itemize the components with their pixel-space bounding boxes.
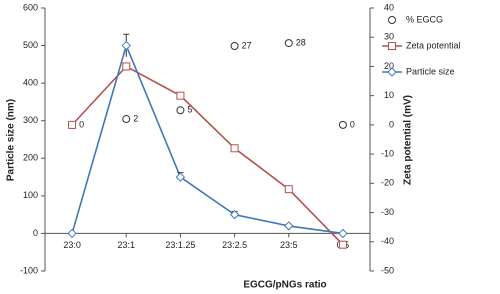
- x-tick-label: 23:1: [117, 240, 135, 250]
- y-axis-title: Particle size (nm): [6, 99, 17, 181]
- marker: [229, 209, 240, 220]
- data-label: 2: [133, 113, 138, 123]
- y2-tick-label: -10: [381, 148, 394, 158]
- legend-label: Particle size: [406, 66, 455, 76]
- series-line: [71, 43, 344, 235]
- y-tick-label: -100: [20, 265, 38, 275]
- marker: [230, 41, 239, 50]
- y-tick-label: 200: [23, 153, 38, 163]
- y2-tick-label: -30: [381, 207, 394, 217]
- y2-tick-label: -50: [381, 265, 394, 275]
- y2-axis-title: Zeta potential (mV): [403, 95, 414, 185]
- marker: [230, 144, 239, 153]
- y2-tick-label: 40: [384, 2, 394, 12]
- y2-tick-label: 0: [389, 119, 394, 129]
- marker: [67, 228, 77, 239]
- marker: [176, 106, 185, 115]
- data-label: 0: [350, 119, 355, 129]
- legend-marker: [388, 16, 396, 24]
- data-label: 28: [296, 37, 306, 47]
- marker: [338, 240, 347, 249]
- legend-marker: [388, 42, 396, 50]
- marker: [284, 221, 294, 231]
- data-label: 27: [242, 40, 252, 50]
- legend-label: % EGCG: [406, 14, 443, 24]
- marker: [284, 39, 293, 48]
- data-label: 5: [187, 105, 192, 115]
- marker: [284, 185, 293, 194]
- y-tick-label: 600: [23, 2, 38, 12]
- x-tick-label: 23:1.25: [165, 240, 195, 250]
- y2-tick-label: -20: [381, 178, 394, 188]
- y2-tick-label: -40: [381, 236, 394, 246]
- y-tick-label: 300: [23, 115, 38, 125]
- y2-tick-label: 20: [384, 61, 394, 71]
- y-tick-label: 100: [23, 190, 38, 200]
- marker: [338, 228, 348, 239]
- y-tick-label: 400: [23, 78, 38, 88]
- marker: [176, 91, 185, 100]
- y-tick-label: 0: [33, 228, 38, 238]
- marker: [68, 120, 77, 129]
- legend-marker: [387, 67, 397, 77]
- marker: [122, 62, 131, 71]
- y2-tick-label: 10: [384, 90, 394, 100]
- x-tick-label: 23:5: [280, 240, 298, 250]
- data-label: 0: [79, 119, 84, 129]
- marker: [175, 172, 186, 182]
- x-tick-label: 23:0: [63, 240, 81, 250]
- x-axis-title: EGCG/pNGs ratio: [243, 280, 326, 291]
- marker: [338, 120, 347, 129]
- x-tick-label: 23:2.5: [222, 240, 247, 250]
- marker: [121, 40, 131, 51]
- y2-tick-label: 30: [384, 32, 394, 42]
- marker: [122, 115, 131, 124]
- legend-label: Zeta potential: [406, 40, 461, 50]
- y-tick-label: 500: [23, 40, 38, 50]
